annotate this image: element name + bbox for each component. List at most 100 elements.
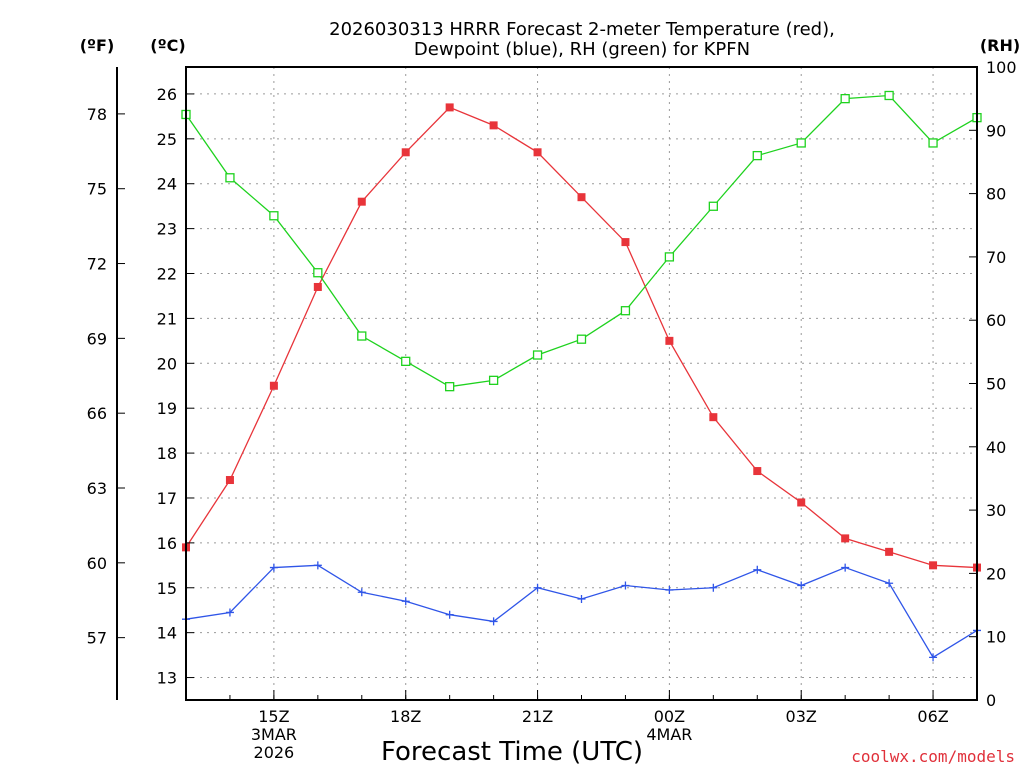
x-tick-label: 3MAR	[251, 725, 297, 744]
x-tick-label: 03Z	[786, 707, 817, 726]
dewpoint-point	[797, 581, 806, 590]
fahrenheit-tick-label: 69	[87, 329, 107, 348]
rh-tick-label: 90	[986, 121, 1006, 140]
axis-layer: 13 14 15 16 17 18 19 20 21 22 23 24 25 26 57 60 63 66 69 72…	[87, 58, 1017, 762]
temperature-point	[401, 148, 410, 157]
x-axis-title: Forecast Time (UTC)	[381, 737, 643, 767]
celsius-tick-label: 22	[157, 265, 177, 284]
dewpoint-point	[401, 597, 410, 606]
rh-point	[576, 334, 587, 344]
temperature-point	[885, 547, 894, 556]
rh-tick-label: 50	[986, 375, 1006, 394]
series-layer	[181, 90, 982, 662]
rh-tick-label: 10	[986, 628, 1006, 647]
temperature-point	[225, 476, 234, 485]
plot-frame	[185, 66, 978, 701]
rh-tick-label: 30	[986, 501, 1006, 520]
temperature-point	[709, 413, 718, 422]
temperature-point	[753, 467, 762, 476]
x-tick-label: 06Z	[917, 707, 948, 726]
rh-point	[928, 138, 938, 148]
x-tick-label: 18Z	[390, 707, 421, 726]
grid-lines	[186, 67, 977, 700]
dewpoint-point	[445, 610, 454, 619]
credit-link[interactable]: coolwx.com/models	[851, 747, 1015, 766]
temperature-point	[577, 193, 586, 202]
fahrenheit-tick-label: 60	[87, 554, 107, 573]
chart-title-line-2: Dewpoint (blue), RH (green) for KPFN	[414, 39, 750, 60]
fahrenheit-tick-label: 72	[87, 255, 107, 274]
rh-point	[796, 138, 806, 148]
rh-point	[488, 375, 499, 385]
celsius-unit-label: (ºC)	[150, 36, 185, 55]
rh-point	[401, 356, 411, 366]
rh-point	[620, 306, 631, 316]
rh-tick-label: 0	[986, 691, 996, 710]
temperature-point	[929, 561, 938, 570]
dewpoint-point	[577, 594, 586, 603]
dewpoint-point	[269, 563, 278, 572]
dewpoint-point	[841, 563, 850, 572]
fahrenheit-tick-label: 78	[87, 105, 107, 124]
celsius-tick-label: 23	[157, 220, 177, 239]
fahrenheit-tick-label: 75	[87, 180, 107, 199]
rh-tick-label: 100	[986, 58, 1017, 77]
rh-point	[708, 201, 718, 211]
rh-point	[884, 90, 894, 101]
celsius-tick-label: 15	[157, 579, 177, 598]
series-dewpoint	[182, 561, 981, 662]
series-line	[185, 564, 978, 659]
rh-point	[269, 211, 279, 221]
celsius-tick-label: 25	[157, 130, 177, 149]
celsius-tick-label: 13	[157, 669, 177, 688]
x-tick-label: 00Z	[654, 707, 685, 726]
temperature-point	[489, 121, 498, 130]
chart-title-line-1: 2026030313 HRRR Forecast 2-meter Tempera…	[329, 19, 835, 40]
temperature-point	[841, 534, 850, 543]
temperature-point	[357, 197, 366, 206]
dewpoint-point	[709, 583, 718, 592]
temperature-point	[621, 238, 630, 247]
x-tick-label: 15Z	[258, 707, 289, 726]
celsius-tick-label: 17	[157, 489, 177, 508]
dewpoint-point	[357, 588, 366, 597]
dewpoint-point	[753, 565, 762, 574]
rh-tick-label: 60	[986, 311, 1006, 330]
dewpoint-point	[885, 579, 894, 588]
dewpoint-point	[665, 586, 674, 595]
temperature-point	[269, 381, 278, 390]
celsius-tick-label: 21	[157, 309, 177, 328]
series-2-meter-temperature	[182, 103, 981, 572]
dewpoint-point	[489, 617, 498, 626]
rh-point	[840, 94, 850, 104]
temperature-point	[797, 498, 806, 507]
rh-point	[664, 252, 675, 262]
fahrenheit-tick-label: 63	[87, 479, 107, 498]
rh-point	[225, 173, 235, 183]
rh-point	[752, 150, 762, 161]
rh-point	[357, 331, 367, 341]
x-tick-label: 2026	[254, 743, 295, 762]
dewpoint-point	[225, 608, 234, 617]
rh-unit-label: (RH)	[980, 36, 1020, 55]
series-relative-humidity	[181, 90, 982, 392]
temperature-point	[533, 148, 542, 157]
fahrenheit-tick-label: 66	[87, 404, 107, 423]
fahrenheit-tick-label: 57	[87, 629, 107, 648]
dewpoint-point	[313, 561, 322, 570]
rh-tick-label: 80	[986, 185, 1006, 204]
celsius-tick-label: 19	[157, 399, 177, 418]
celsius-tick-label: 14	[157, 624, 177, 643]
dewpoint-point	[533, 583, 542, 592]
temperature-point	[665, 336, 674, 345]
rh-tick-label: 70	[986, 248, 1006, 267]
temperature-point	[445, 103, 454, 112]
rh-tick-label: 40	[986, 438, 1006, 457]
rh-point	[313, 268, 323, 278]
rh-point	[445, 382, 455, 392]
celsius-tick-label: 26	[157, 85, 177, 104]
fahrenheit-unit-label: (ºF)	[80, 36, 115, 55]
x-tick-label: 4MAR	[646, 725, 692, 744]
celsius-tick-label: 24	[157, 175, 177, 194]
